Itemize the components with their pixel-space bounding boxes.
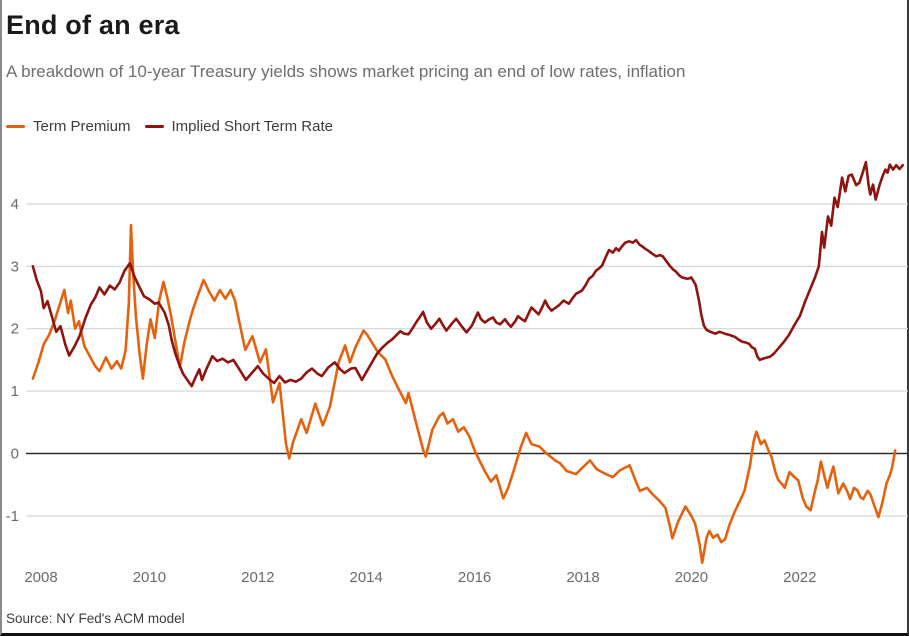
- y-tick-label: 4: [11, 196, 19, 213]
- legend: Term Premium Implied Short Term Rate: [6, 118, 347, 135]
- legend-item-implied-short-term-rate: Implied Short Term Rate: [144, 118, 333, 135]
- y-tick-label: 1: [11, 383, 19, 400]
- implied-short-term-rate-swatch-icon: [144, 125, 164, 128]
- legend-item-term-premium: Term Premium: [6, 118, 131, 135]
- y-tick-label: 2: [11, 321, 19, 338]
- x-tick-label: 2012: [241, 569, 274, 586]
- x-tick-label: 2010: [133, 569, 166, 586]
- y-tick-label: 0: [11, 446, 19, 463]
- legend-label-implied-short-term-rate: Implied Short Term Rate: [171, 118, 333, 135]
- x-tick-label: 2022: [783, 569, 816, 586]
- source-note: Source: NY Fed's ACM model: [6, 611, 185, 626]
- x-tick-label: 2008: [24, 569, 57, 586]
- term-premium-swatch-icon: [6, 125, 25, 128]
- page-title: End of an era: [6, 10, 180, 40]
- chart-subtitle: A breakdown of 10-year Treasury yields s…: [6, 62, 686, 81]
- x-tick-label: 2014: [350, 569, 383, 586]
- term-premium-line: [31, 223, 897, 565]
- legend-label-term-premium: Term Premium: [33, 118, 131, 135]
- y-tick-label: 3: [11, 258, 19, 275]
- x-tick-label: 2016: [458, 569, 491, 586]
- x-tick-label: 2020: [675, 569, 708, 586]
- implied-short-term-rate-line: [31, 160, 905, 388]
- x-tick-label: 2018: [566, 569, 599, 586]
- y-tick-label: -1: [6, 508, 19, 525]
